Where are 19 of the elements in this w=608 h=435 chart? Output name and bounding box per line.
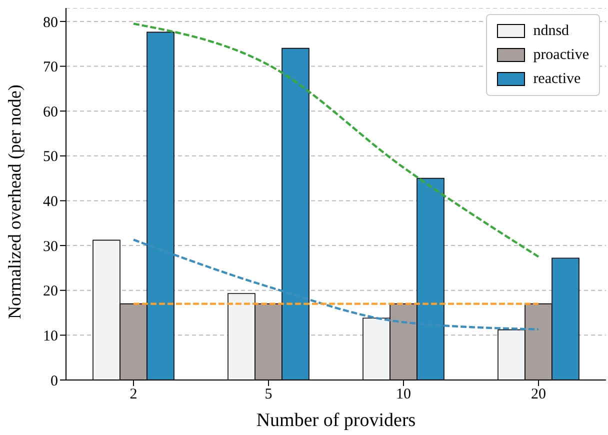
y-tick-label: 60 <box>43 104 58 120</box>
y-tick-label: 50 <box>43 149 58 166</box>
y-axis-title: Normalized overhead (per node) <box>4 84 24 319</box>
y-tick-label: 0 <box>50 373 58 390</box>
x-tick-label: 10 <box>396 386 411 403</box>
y-tick-label: 80 <box>43 14 58 31</box>
y-tick-label: 70 <box>43 60 58 76</box>
x-tick-label: 2 <box>130 386 138 403</box>
y-tick-label: 10 <box>43 328 58 345</box>
x-tick-label: 5 <box>264 386 272 403</box>
legend-label: proactive <box>533 46 589 65</box>
x-tick-label: 20 <box>531 386 546 403</box>
legend-label: reactive <box>533 70 581 89</box>
x-axis-title: Number of providers <box>256 410 416 431</box>
legend-label: ndnsd <box>533 22 570 41</box>
y-tick-label: 40 <box>43 194 58 210</box>
y-tick-label: 20 <box>43 284 58 300</box>
y-tick-label: 30 <box>43 238 58 255</box>
line-series <box>132 238 540 330</box>
